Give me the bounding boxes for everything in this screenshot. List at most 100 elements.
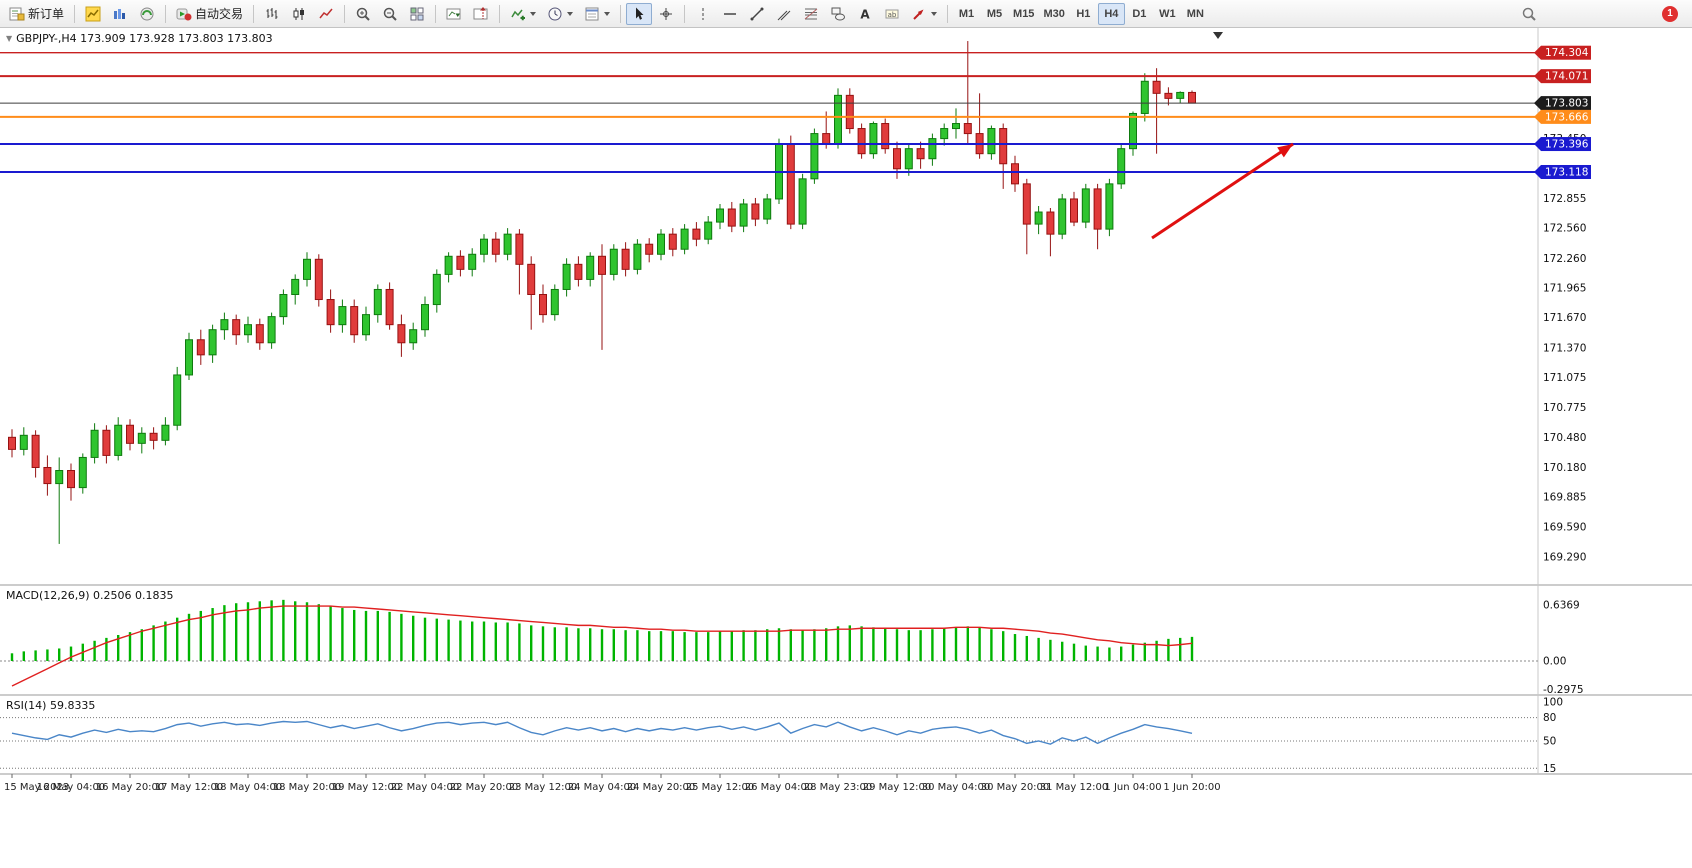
profiles-button[interactable] bbox=[107, 3, 133, 25]
candle-down bbox=[515, 233, 524, 265]
new-chart-button[interactable] bbox=[80, 3, 106, 25]
indicators-button[interactable] bbox=[505, 3, 541, 25]
time-axis-label: 30 May 20:00 bbox=[981, 782, 1050, 793]
line-chart-button[interactable] bbox=[313, 3, 339, 25]
autotrading-icon bbox=[176, 8, 192, 20]
candle-down bbox=[822, 133, 831, 145]
market-watch-button[interactable] bbox=[134, 3, 160, 25]
macd-scale-label: -0.2975 bbox=[1543, 684, 1584, 696]
shapes-tool-button[interactable] bbox=[825, 3, 851, 25]
candle-down bbox=[527, 263, 536, 295]
candle-down bbox=[916, 148, 925, 160]
tile-windows-button[interactable] bbox=[404, 3, 430, 25]
chart-shift-icon bbox=[473, 6, 488, 19]
price-tick-label: 170.180 bbox=[1543, 462, 1586, 474]
channel-tool-button[interactable] bbox=[771, 3, 797, 25]
time-axis-label: 24 May 20:00 bbox=[627, 782, 696, 793]
timeframe-H4[interactable]: H4 bbox=[1097, 2, 1125, 25]
candlestick-chart-button[interactable] bbox=[286, 3, 312, 25]
periods-button[interactable] bbox=[542, 3, 578, 25]
horizontal-line-icon bbox=[724, 12, 737, 15]
svg-text:174.304: 174.304 bbox=[1545, 47, 1589, 59]
candle-down bbox=[881, 123, 890, 150]
price-tick-label: 171.965 bbox=[1543, 282, 1586, 294]
text-label-tool-button[interactable]: ab bbox=[879, 3, 905, 25]
candle-up bbox=[1140, 80, 1149, 114]
candle-up bbox=[586, 255, 595, 280]
new-order-icon bbox=[9, 7, 25, 20]
text-icon: A bbox=[860, 7, 870, 21]
candle-down bbox=[1152, 80, 1161, 94]
timeframe-MN[interactable]: MN bbox=[1182, 3, 1209, 25]
text-tool-button[interactable]: A bbox=[852, 3, 878, 25]
autoscroll-button[interactable] bbox=[441, 3, 467, 25]
time-axis-label: 19 May 12:00 bbox=[332, 782, 401, 793]
line-chart-icon bbox=[319, 8, 333, 18]
time-axis-label: 31 May 12:00 bbox=[1040, 782, 1109, 793]
timeframe-M30[interactable]: M30 bbox=[1039, 3, 1068, 25]
timeframe-D1[interactable]: D1 bbox=[1126, 3, 1153, 25]
trendline-tool-button[interactable] bbox=[744, 3, 770, 25]
chart-window: 173.450172.855172.560172.260171.965171.6… bbox=[0, 28, 1692, 868]
crosshair-tool-button[interactable] bbox=[653, 3, 679, 25]
notification-badge[interactable]: 1 bbox=[1662, 5, 1678, 22]
crosshair-icon bbox=[660, 7, 673, 20]
candle-up bbox=[444, 255, 453, 275]
vertical-line-tool-button[interactable] bbox=[690, 3, 716, 25]
candle-up bbox=[704, 221, 713, 240]
price-tick-label: 170.775 bbox=[1543, 402, 1586, 414]
candle-down bbox=[845, 94, 854, 130]
time-axis-label: 16 May 20:00 bbox=[96, 782, 165, 793]
toolbar-separator bbox=[344, 4, 346, 23]
candle-down bbox=[1046, 211, 1055, 235]
candle-up bbox=[185, 339, 193, 376]
horizontal-line-tool-button[interactable] bbox=[717, 3, 743, 25]
candle-up bbox=[173, 374, 182, 426]
chart-shift-button[interactable] bbox=[468, 3, 494, 25]
svg-text:174.071: 174.071 bbox=[1545, 71, 1588, 83]
timeframe-W1[interactable]: W1 bbox=[1154, 3, 1181, 25]
time-axis-label: 22 May 20:00 bbox=[450, 782, 519, 793]
cursor-tool-button[interactable] bbox=[626, 2, 653, 25]
chart-shift-marker-icon[interactable] bbox=[1213, 32, 1223, 39]
candle-up bbox=[952, 123, 960, 130]
bar-chart-button[interactable] bbox=[259, 3, 285, 25]
candle-down bbox=[31, 434, 40, 468]
zoom-in-button[interactable] bbox=[350, 3, 376, 25]
market-watch-icon bbox=[140, 7, 154, 20]
price-badge: 173.666 bbox=[1534, 109, 1591, 124]
chart-canvas[interactable]: 173.450172.855172.560172.260171.965171.6… bbox=[0, 28, 1692, 800]
time-axis-label: 30 May 04:00 bbox=[922, 782, 991, 793]
candle-up bbox=[373, 288, 382, 316]
timeframe-M5[interactable]: M5 bbox=[981, 3, 1008, 25]
candle-up bbox=[633, 243, 642, 270]
autotrading-button[interactable]: 自动交易 bbox=[171, 3, 248, 25]
candle-up bbox=[609, 248, 618, 275]
price-tick-label: 169.590 bbox=[1543, 521, 1586, 533]
candle-up bbox=[303, 258, 311, 280]
templates-icon bbox=[585, 7, 599, 20]
search-button[interactable] bbox=[1516, 3, 1542, 25]
candle-down bbox=[8, 436, 16, 450]
trend-arrow-annotation[interactable] bbox=[1151, 142, 1294, 240]
svg-text:A: A bbox=[860, 7, 870, 21]
zoom-out-button[interactable] bbox=[377, 3, 403, 25]
price-badge: 173.803 bbox=[1534, 96, 1591, 111]
candle-up bbox=[940, 128, 949, 140]
timeframe-M15[interactable]: M15 bbox=[1009, 3, 1038, 25]
timeframe-H1[interactable]: H1 bbox=[1070, 3, 1097, 25]
templates-button[interactable] bbox=[579, 3, 615, 25]
toolbar-separator bbox=[684, 4, 686, 23]
timeframe-M1[interactable]: M1 bbox=[953, 3, 980, 25]
new-order-button[interactable]: 新订单 bbox=[4, 3, 69, 25]
candle-down bbox=[857, 128, 866, 155]
trend-arrow-head[interactable] bbox=[1277, 144, 1293, 158]
time-axis-label: 24 May 04:00 bbox=[568, 782, 637, 793]
candle-up bbox=[19, 434, 28, 450]
time-axis-label: 28 May 23:00 bbox=[804, 782, 873, 793]
fibonacci-tool-button[interactable] bbox=[798, 3, 824, 25]
price-badge: 173.118 bbox=[1534, 164, 1591, 179]
arrows-tool-button[interactable] bbox=[906, 3, 942, 25]
candle-down bbox=[196, 339, 205, 356]
candle-up bbox=[869, 123, 878, 155]
